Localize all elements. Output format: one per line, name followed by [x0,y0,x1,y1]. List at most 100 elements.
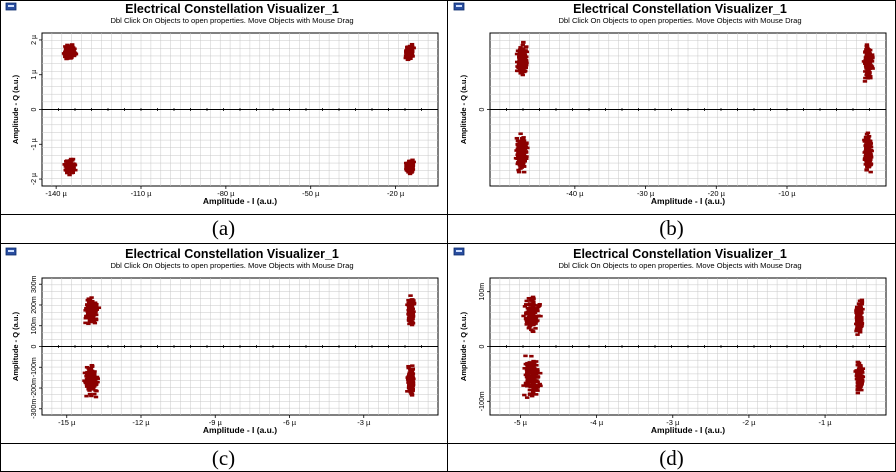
x-tick-label: -80 µ [217,189,235,198]
data-point [527,388,533,392]
data-point [864,168,869,171]
y-axis-label: Amplitude - Q (a.u.) [459,74,468,144]
data-point [855,313,860,316]
data-point [863,135,869,139]
data-point [514,52,520,56]
chart-subtitle: Dbl Click On Objects to open properties.… [558,261,801,270]
data-point [516,160,522,164]
data-point [866,51,872,54]
data-point [521,384,526,387]
data-point [868,149,873,153]
data-point [89,304,95,307]
x-tick-label: -9 µ [209,418,223,427]
data-point [409,390,414,394]
constellation-cluster [861,43,875,83]
data-point [528,310,534,314]
constellation-chart: Electrical Constellation Visualizer_1Dbl… [5,247,439,435]
data-point [522,54,528,58]
data-point [864,153,869,157]
data-point [405,58,411,62]
data-point [856,317,861,321]
data-point [67,173,72,177]
data-point [524,157,529,160]
data-point [864,144,870,148]
data-point [85,305,91,309]
data-point [536,314,541,318]
data-point [522,305,528,308]
data-point [405,390,410,393]
data-point [65,43,70,47]
data-point [89,296,94,299]
data-point [521,165,527,168]
data-point [86,315,92,319]
data-point [858,377,863,380]
data-point [407,312,413,315]
data-point [524,61,529,65]
data-point [855,387,861,391]
data-point [859,300,865,304]
data-point [91,375,97,379]
data-point [516,139,521,143]
data-point [404,56,409,60]
y-tick-label: 0 [31,344,38,348]
data-point [538,371,543,375]
x-tick-label: -3 µ [666,418,680,427]
data-point [95,377,100,380]
constellation-cluster [405,364,416,397]
caption-b: (b) [659,216,684,240]
data-point [405,45,410,49]
data-point [870,67,875,70]
y-tick-label: 300m [31,275,38,293]
data-point [409,301,414,305]
data-point [64,57,69,61]
data-point [410,367,416,371]
data-point [859,302,865,306]
data-point [515,147,521,151]
data-point [855,363,861,367]
data-point [405,164,410,167]
data-point [863,76,868,80]
data-point [525,306,531,310]
data-point [518,132,523,136]
constellation-cluster [83,296,102,326]
data-point [856,381,861,384]
data-point [92,392,97,396]
data-point [410,387,415,391]
y-tick-label: 100m [479,283,486,301]
data-point [535,385,540,389]
data-point [87,318,93,321]
constellation-cluster [862,131,874,174]
data-point [410,364,415,367]
data-point [857,308,862,312]
data-point [534,360,539,363]
data-point [865,64,871,68]
data-point [92,321,98,325]
data-point [88,367,94,370]
data-point [529,362,535,366]
data-point [524,311,529,314]
data-point [67,170,72,174]
data-point [864,48,869,51]
data-point [85,376,91,380]
data-point [534,307,539,311]
x-tick-label: -20 µ [708,189,726,198]
data-point [514,149,519,152]
data-point [867,140,873,143]
data-point [408,320,414,324]
data-point [521,170,527,174]
data-point [527,369,533,372]
data-point [534,393,539,396]
data-point [523,381,529,385]
data-point [531,373,536,376]
data-point [85,370,90,374]
data-point [515,65,520,68]
data-point [409,49,415,53]
constellation-panel-c: Electrical Constellation Visualizer_1 Dbl… [2,246,446,441]
chart-title: Electrical Constellation Visualizer_1 [125,2,339,16]
data-point [524,45,529,48]
data-point [406,168,411,172]
data-point [71,54,77,58]
y-tick-label: -100m [31,357,38,377]
data-point [533,383,538,387]
data-point [68,163,74,166]
